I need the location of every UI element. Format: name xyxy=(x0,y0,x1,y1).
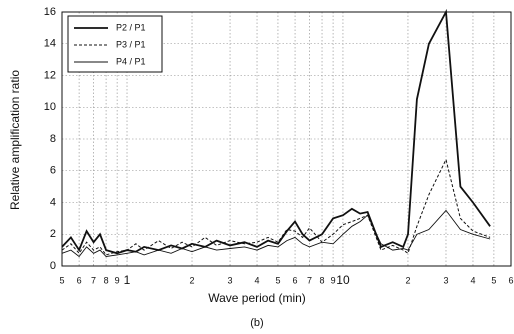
legend-label: P4 / P1 xyxy=(116,56,146,66)
plot-frame xyxy=(61,11,512,267)
y-tick-label: 14 xyxy=(44,38,56,50)
caption: (b) xyxy=(250,317,263,329)
y-tick-label: 6 xyxy=(50,165,56,177)
x-tick-label: 3 xyxy=(228,275,233,285)
x-tick-label: 4 xyxy=(255,275,260,285)
x-tick-label: 5 xyxy=(59,275,64,285)
x-tick-label: 9 xyxy=(115,275,120,285)
x-tick-label: 3 xyxy=(443,275,448,285)
x-tick-label: 2 xyxy=(405,275,410,285)
series-line xyxy=(61,209,491,258)
y-tick-label: 0 xyxy=(50,260,56,272)
x-tick-label: 8 xyxy=(320,275,325,285)
y-tick-label: 12 xyxy=(44,69,56,81)
y-tick-label: 10 xyxy=(44,101,56,113)
x-tick-label: 5 xyxy=(491,275,496,285)
series-line xyxy=(61,158,491,256)
x-tick-label: 2 xyxy=(190,275,195,285)
x-tick-label: 1 xyxy=(124,273,131,287)
x-tick-label: 6 xyxy=(293,275,298,285)
series-line xyxy=(61,8,491,255)
legend-label: P3 / P1 xyxy=(116,39,146,49)
x-tick-label: 7 xyxy=(307,275,312,285)
y-tick-label: 16 xyxy=(44,6,56,18)
x-tick-label: 6 xyxy=(77,275,82,285)
y-tick-label: 8 xyxy=(50,133,56,145)
x-axis-label: Wave period (min) xyxy=(208,291,306,305)
x-tick-label: 4 xyxy=(470,275,475,285)
x-tick-label: 6 xyxy=(508,275,513,285)
y-axis-label: Relative amplification ratio xyxy=(8,70,22,210)
y-tick-label: 4 xyxy=(50,196,56,208)
y-tick-label: 2 xyxy=(50,228,56,240)
x-tick-label: 5 xyxy=(275,275,280,285)
x-tick-label: 8 xyxy=(104,275,109,285)
legend-box xyxy=(67,15,163,73)
legend-label: P2 / P1 xyxy=(116,22,146,32)
x-tick-label: 9 xyxy=(331,275,336,285)
x-tick-label: 7 xyxy=(91,275,96,285)
x-tick-label: 10 xyxy=(336,273,350,287)
